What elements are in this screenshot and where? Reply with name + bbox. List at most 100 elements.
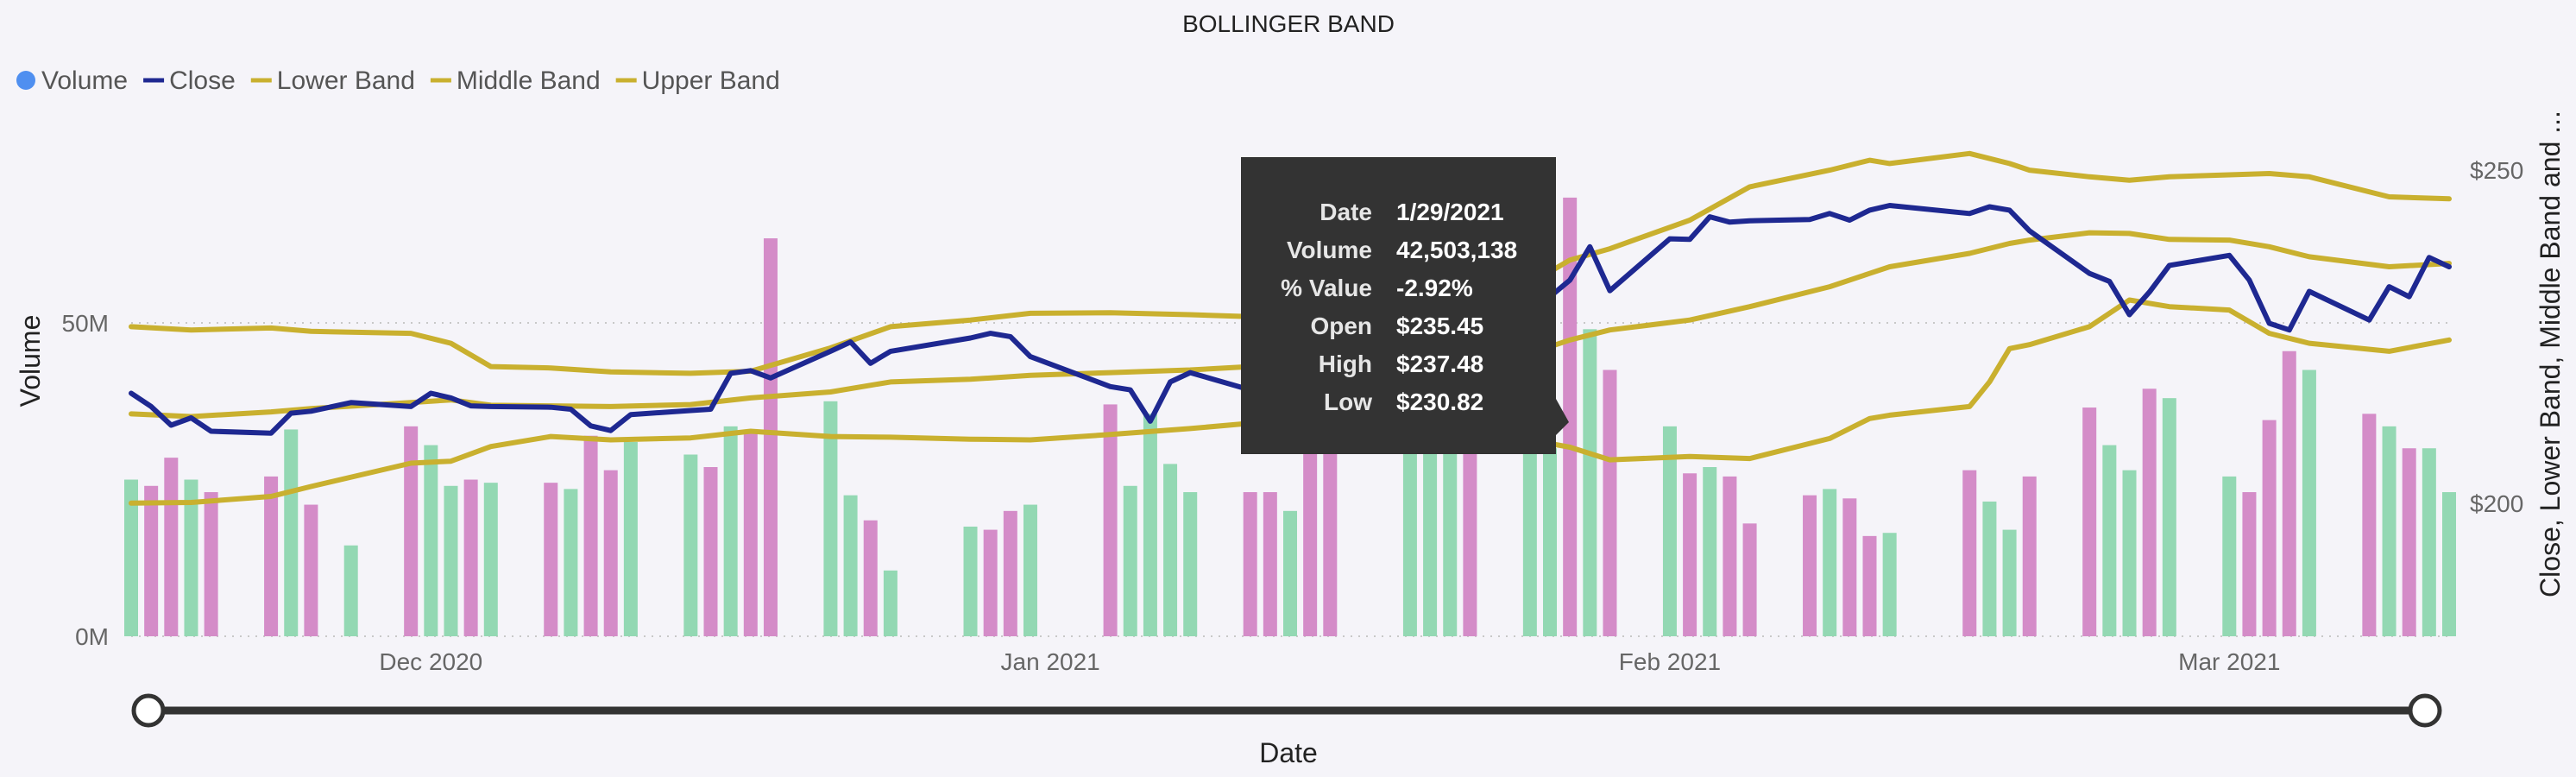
- y-axis-right-title: Close, Lower Band, Middle Band and ...: [2535, 111, 2566, 597]
- volume-bar: [1882, 533, 1897, 636]
- volume-bar: [1463, 448, 1477, 636]
- volume-bar: [2382, 426, 2396, 636]
- volume-bar: [2122, 470, 2137, 636]
- volume-bar: [883, 570, 898, 636]
- tooltip-key: Volume: [1287, 237, 1372, 263]
- volume-bar: [1283, 510, 1297, 636]
- volume-bar: [2442, 492, 2456, 636]
- tooltip-box: [1241, 157, 1569, 454]
- legend-label: Middle Band: [457, 66, 601, 95]
- volume-bar: [184, 479, 198, 636]
- volume-bar: [2002, 529, 2017, 636]
- volume-bar: [983, 529, 998, 636]
- tooltip-key: % Value: [1281, 275, 1372, 301]
- volume-bar: [304, 504, 318, 636]
- volume-bar: [1123, 485, 1137, 636]
- volume-bar: [1803, 495, 1817, 636]
- volume-bar: [1023, 504, 1037, 636]
- volume-bar: [743, 433, 758, 636]
- volume-bar: [404, 426, 419, 636]
- volume-bar: [863, 520, 878, 636]
- volume-bar: [2142, 388, 2157, 636]
- y-left-tick-label: 50M: [62, 310, 109, 337]
- y-axis-left-title: Volume: [15, 315, 46, 407]
- legend-item-close: Close: [143, 66, 236, 95]
- volume-bar: [2262, 420, 2277, 636]
- volume-bar: [603, 470, 618, 636]
- volume-bar: [1103, 404, 1118, 636]
- legend-marker-volume: [16, 71, 35, 90]
- volume-bar: [2162, 398, 2176, 636]
- volume-bar: [1543, 448, 1558, 636]
- volume-bar: [144, 485, 159, 636]
- volume-bar: [1163, 464, 1178, 636]
- tooltip-key: Open: [1310, 313, 1372, 339]
- slider-start-handle[interactable]: [131, 693, 166, 728]
- volume-bar: [544, 483, 558, 636]
- volume-bar: [1723, 476, 1737, 636]
- volume-bar: [823, 401, 838, 636]
- volume-bar: [1603, 370, 1617, 636]
- volume-bar: [2222, 476, 2237, 636]
- volume-bar: [1183, 492, 1198, 636]
- volume-bar: [1443, 448, 1458, 636]
- x-tick-label: Feb 2021: [1619, 648, 1721, 675]
- volume-bar: [424, 445, 438, 636]
- volume-bar: [1703, 467, 1717, 636]
- volume-bar: [763, 238, 778, 636]
- volume-bar: [2022, 476, 2037, 636]
- legend-item-upper-band: Upper Band: [615, 66, 780, 95]
- tooltip-key: High: [1319, 351, 1372, 377]
- volume-bar: [723, 426, 738, 636]
- volume-bar: [2242, 492, 2257, 636]
- tooltip-value: 42,503,138: [1396, 237, 1517, 263]
- legend-label: Upper Band: [642, 66, 780, 95]
- volume-bar: [1742, 523, 1757, 636]
- volume-bar: [124, 479, 138, 636]
- volume-bar: [1962, 470, 1977, 636]
- date-range-slider[interactable]: [131, 693, 2442, 728]
- volume-bar: [1683, 473, 1697, 636]
- volume-bar: [284, 429, 299, 636]
- y-right-tick-label: $200: [2470, 490, 2523, 517]
- y-left-tick-label: 0M: [75, 623, 109, 650]
- volume-bar: [1323, 448, 1338, 636]
- chart-title: BOLLINGER BAND: [1182, 10, 1395, 37]
- slider-end-handle[interactable]: [2408, 693, 2442, 728]
- volume-bar: [963, 526, 978, 636]
- tooltip-value: 1/29/2021: [1396, 199, 1504, 225]
- volume-bar: [2282, 351, 2296, 636]
- legend-label: Lower Band: [277, 66, 415, 95]
- volume-bar: [564, 489, 578, 636]
- volume-bar: [2302, 370, 2316, 636]
- volume-bar: [1662, 426, 1677, 636]
- axes: 0M 50M $200 $250 Dec 2020 Jan 2021 Feb 2021 Mar…: [62, 157, 2524, 675]
- volume-bar: [703, 467, 718, 636]
- volume-bar: [623, 441, 638, 636]
- volume-bar: [1423, 448, 1438, 636]
- tooltip-value: $237.48: [1396, 351, 1483, 377]
- volume-bar: [463, 479, 478, 636]
- volume-bar: [164, 458, 179, 636]
- x-tick-label: Mar 2021: [2178, 648, 2280, 675]
- volume-bar: [1303, 448, 1318, 636]
- volume-bar: [1522, 448, 1537, 636]
- y-right-tick-label: $250: [2470, 157, 2523, 184]
- volume-bar: [1823, 489, 1837, 636]
- volume-bar: [1003, 510, 1017, 636]
- x-axis-title: Date: [1259, 737, 1318, 768]
- volume-bar: [1583, 329, 1597, 636]
- volume-bar: [1143, 414, 1157, 636]
- volume-bar: [683, 454, 698, 636]
- tooltip-key: Date: [1319, 199, 1372, 225]
- tooltip-key: Low: [1324, 388, 1372, 415]
- volume-bar: [204, 492, 218, 636]
- legend-item-middle-band: Middle Band: [430, 66, 601, 95]
- volume-bar: [444, 485, 458, 636]
- legend-item-lower-band: Lower Band: [250, 66, 415, 95]
- volume-bar: [1563, 197, 1578, 636]
- legend-item-volume: Volume: [16, 66, 128, 95]
- x-tick-label: Dec 2020: [379, 648, 482, 675]
- volume-bar: [1263, 492, 1277, 636]
